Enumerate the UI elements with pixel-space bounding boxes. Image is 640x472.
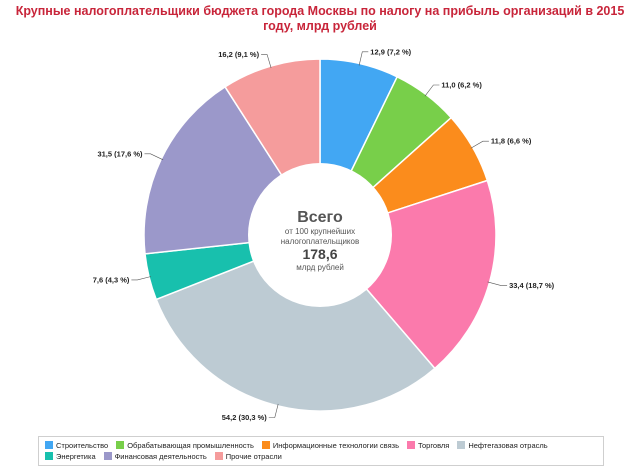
center-total: 178,6 (302, 246, 337, 262)
legend-item-2[interactable]: Информационные технологии связь (261, 440, 399, 451)
legend-label-1: Обрабатывающая промышленность (127, 441, 254, 450)
center-title: Всего (297, 209, 343, 226)
legend-label-0: Строительство (56, 441, 109, 450)
center-subtitle-2: налогоплательщиков (281, 237, 359, 246)
leader-line-5 (131, 276, 152, 281)
leader-line-3 (487, 281, 508, 286)
slice-label-0: 12,9 (7,2 %) (370, 47, 411, 56)
donut-chart: 12,9 (7,2 %) 11,0 (6,2 %) 11,8 (6,6 %) 33,4… (93, 47, 555, 422)
legend-label-2: Информационные технологии связь (272, 441, 399, 450)
legend-swatch-5 (45, 452, 53, 460)
legend-swatch-2 (261, 441, 270, 449)
legend-label-5: Энергетика (56, 452, 96, 461)
chart-title: Крупные налогоплательщики бюджета города… (15, 4, 625, 33)
leader-line-4 (268, 403, 279, 418)
leader-line-7 (261, 54, 272, 69)
slice-label-3: 33,4 (18,7 %) (509, 281, 555, 290)
legend-item-6[interactable]: Финансовая деятельность (103, 451, 207, 462)
legend-swatch-4 (457, 441, 466, 449)
legend-swatch-7 (214, 452, 223, 460)
legend-item-4[interactable]: Нефтегазовая отрасль (457, 440, 548, 451)
slice-label-1: 11,0 (6,2 %) (441, 81, 482, 90)
slice-label-6: 31,5 (17,6 %) (97, 149, 143, 158)
legend-item-1[interactable]: Обрабатывающая промышленность (116, 440, 254, 451)
legend-label-6: Финансовая деятельность (114, 452, 207, 461)
leader-line-2 (470, 140, 489, 149)
slice-label-2: 11,8 (6,6 %) (491, 137, 532, 146)
slice-labels: 12,9 (7,2 %) 11,0 (6,2 %) 11,8 (6,6 %) 33,4… (93, 47, 555, 422)
leader-line-1 (424, 84, 440, 97)
legend-label-4: Нефтегазовая отрасль (468, 441, 548, 450)
chart-legend: Строительство Обрабатывающая промышленнос… (38, 436, 604, 466)
slice-label-4: 54,2 (30,3 %) (222, 413, 268, 422)
legend-label-7: Прочие отрасли (225, 452, 282, 461)
legend-item-5[interactable]: Энергетика (45, 451, 96, 462)
legend-item-3[interactable]: Торговля (407, 440, 449, 451)
slice-label-5: 7,6 (4,3 %) (93, 275, 130, 284)
legend-swatch-3 (407, 441, 415, 449)
donut-hole (248, 163, 392, 307)
center-unit: млрд рублей (296, 263, 344, 272)
slice-label-7: 16,2 (9,1 %) (218, 50, 259, 59)
legend-item-7[interactable]: Прочие отрасли (214, 451, 282, 462)
legend-swatch-1 (116, 441, 125, 449)
label-leaders (131, 51, 508, 418)
leader-line-0 (358, 51, 369, 66)
center-subtitle-1: от 100 крупнейших (285, 227, 355, 236)
leader-line-6 (144, 153, 164, 161)
legend-swatch-0 (45, 441, 53, 449)
legend-label-3: Торговля (418, 441, 450, 450)
legend-swatch-6 (103, 452, 112, 460)
legend-item-0[interactable]: Строительство (45, 440, 108, 451)
